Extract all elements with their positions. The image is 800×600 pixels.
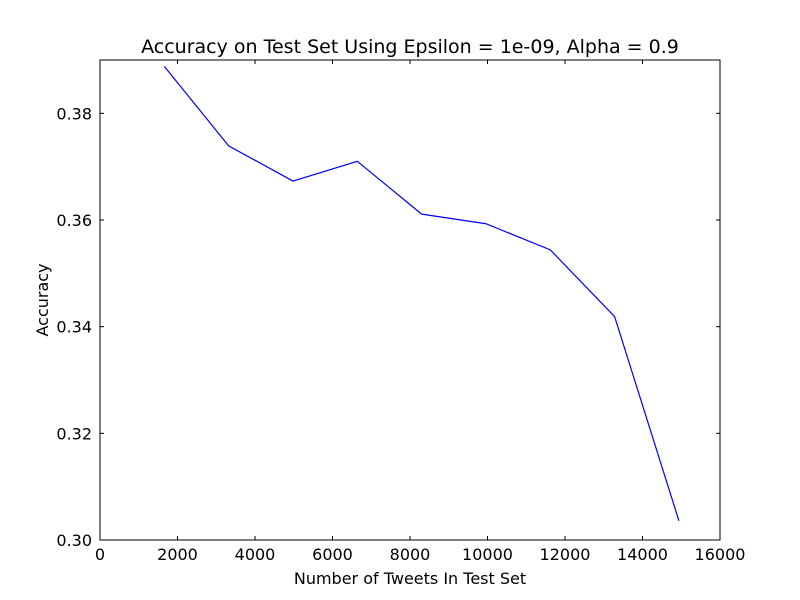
x-tick-label: 10000: [462, 545, 513, 564]
x-axis-label: Number of Tweets In Test Set: [294, 569, 526, 588]
y-tick-label: 0.34: [56, 318, 92, 337]
x-tick-label: 4000: [235, 545, 276, 564]
y-tick-label: 0.32: [56, 424, 92, 443]
y-tick-label: 0.30: [56, 531, 92, 550]
plot-area: [99, 59, 721, 541]
x-tick-label: 14000: [617, 545, 668, 564]
ticks-layer: 0 2000 4000 6000 8000 10000 12000 14000 16000 0.3…: [56, 60, 745, 564]
x-tick-label: 12000: [540, 545, 591, 564]
chart-title: Accuracy on Test Set Using Epsilon = 1e-…: [141, 36, 679, 58]
x-tick-label: 16000: [695, 545, 746, 564]
series-line: [163, 66, 680, 521]
y-tick-label: 0.38: [56, 104, 92, 123]
y-axis-label: Accuracy: [33, 263, 52, 336]
x-tick-label: 8000: [390, 545, 431, 564]
x-tick-label: 6000: [312, 545, 353, 564]
x-tick-label: 0: [95, 545, 105, 564]
series-layer: [163, 66, 680, 521]
x-tick-label: 2000: [157, 545, 198, 564]
y-tick-label: 0.36: [56, 211, 92, 230]
